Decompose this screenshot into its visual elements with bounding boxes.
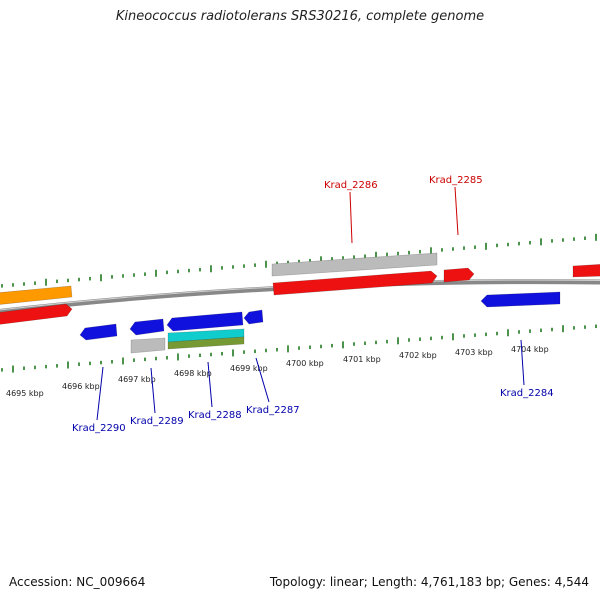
gene-leader-line xyxy=(255,357,270,403)
gene-arrow-gray-forward[interactable] xyxy=(271,252,438,277)
kbp-label: 4703 kbp xyxy=(455,348,493,357)
gene-label-krad-2286[interactable]: Krad_2286 xyxy=(324,180,378,191)
kbp-label: 4701 kbp xyxy=(343,355,381,364)
gene-leader-line xyxy=(454,186,459,236)
gene-labels: Krad_2286 Krad_2285 Krad_2290 Krad_2289 Krad… xyxy=(72,175,554,434)
gene-leader-line xyxy=(150,367,156,414)
kbp-label: 4702 kbp xyxy=(399,351,437,360)
inner-tick-track xyxy=(1,324,597,373)
gene-arrow-red-right[interactable] xyxy=(572,264,600,278)
gene-arrow-krad-2284[interactable] xyxy=(480,291,561,308)
gene-leader-line xyxy=(520,339,525,386)
gene-label-krad-2290[interactable]: Krad_2290 xyxy=(72,423,126,434)
accession-footer: Accession: NC_009664 xyxy=(9,575,146,589)
map-title: Kineococcus radiotolerans SRS30216, comp… xyxy=(115,9,485,24)
kbp-label: 4700 kbp xyxy=(286,359,324,368)
kbp-label: 4695 kbp xyxy=(6,389,44,398)
gene-leader-line xyxy=(207,361,213,408)
kbp-label: 4699 kbp xyxy=(230,364,268,373)
kbp-scale-labels: 4695 kbp 4696 kbp 4697 kbp 4698 kbp 4699 kbp… xyxy=(6,345,549,398)
gene-arrow-krad-2287[interactable] xyxy=(243,309,264,325)
kbp-label: 4698 kbp xyxy=(174,369,212,378)
outer-tick-track xyxy=(1,233,597,288)
gene-leader-line xyxy=(349,191,353,244)
gene-label-krad-2285[interactable]: Krad_2285 xyxy=(429,175,483,186)
gene-label-krad-2289[interactable]: Krad_2289 xyxy=(130,416,184,427)
gene-arrow-krad-2286[interactable] xyxy=(272,270,438,296)
gene-label-krad-2288[interactable]: Krad_2288 xyxy=(188,410,242,421)
gene-label-leaders xyxy=(96,186,525,421)
gene-arrow-krad-2285[interactable] xyxy=(443,267,475,283)
gene-arrow-orange[interactable] xyxy=(0,285,73,305)
kbp-label: 4704 kbp xyxy=(511,345,549,354)
gene-arrow-krad-2288[interactable] xyxy=(166,311,244,332)
gene-arrow-krad-2290[interactable] xyxy=(79,323,118,341)
gene-label-krad-2284[interactable]: Krad_2284 xyxy=(500,388,554,399)
gene-label-krad-2287[interactable]: Krad_2287 xyxy=(246,405,300,416)
kbp-label: 4697 kbp xyxy=(118,375,156,384)
kbp-label: 4696 kbp xyxy=(62,382,100,391)
gene-arrow-gray-reverse[interactable] xyxy=(130,337,166,354)
gene-arrow-red-left[interactable] xyxy=(0,303,73,325)
topology-footer: Topology: linear; Length: 4,761,183 bp; … xyxy=(269,575,589,589)
gene-leader-line xyxy=(96,366,104,421)
gene-arrow-krad-2289[interactable] xyxy=(129,318,165,336)
gene-arrow-olive[interactable] xyxy=(167,336,245,350)
